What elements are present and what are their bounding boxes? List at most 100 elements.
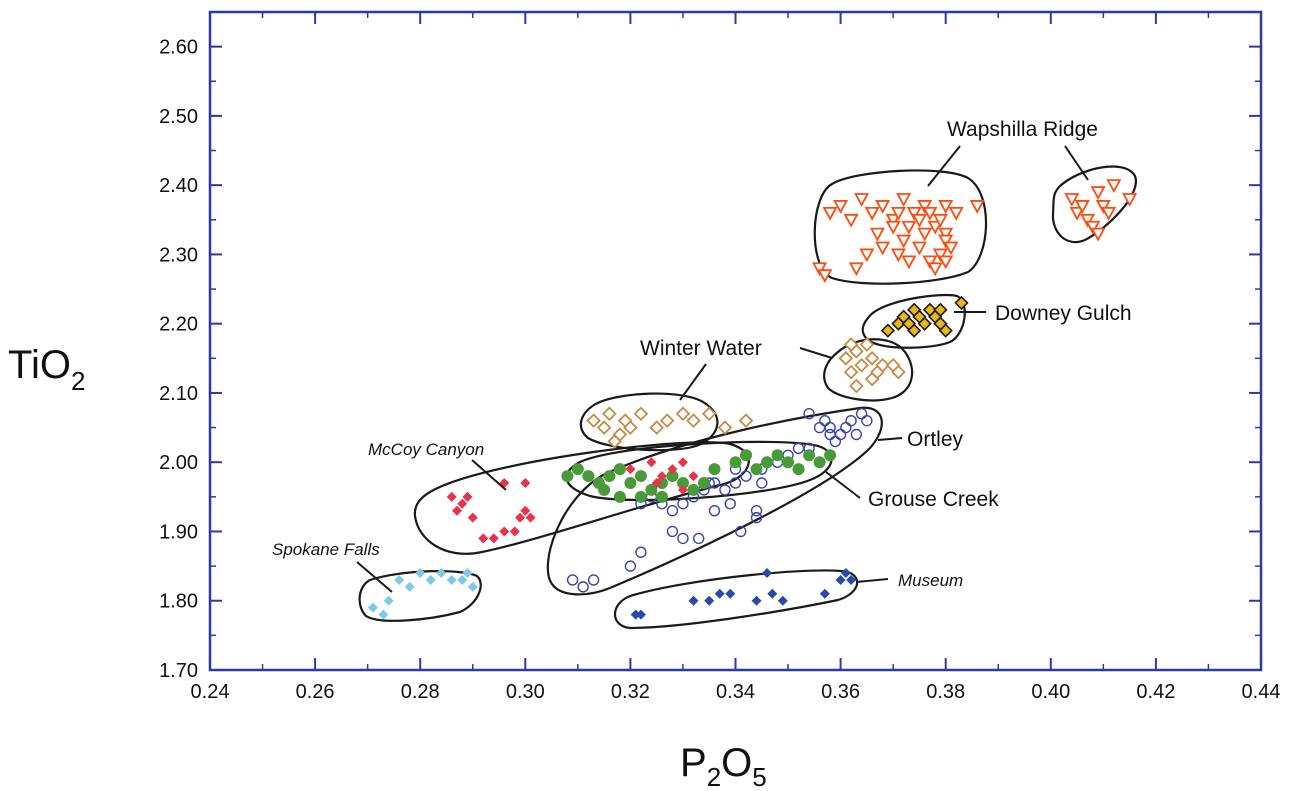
- data-points: [367, 179, 1138, 620]
- mccoy-canyon-point: [451, 505, 462, 516]
- leader-winter-water-upper: [799, 347, 833, 359]
- grouse-creek-point: [613, 463, 626, 476]
- grouse-creek-point: [729, 456, 742, 469]
- spokane-falls-point: [404, 581, 415, 592]
- wapshilla-ridge-point: [927, 262, 943, 277]
- mccoy-canyon-point: [520, 477, 531, 488]
- grouse-creek-point: [603, 470, 616, 483]
- spokane-falls-point: [383, 595, 394, 606]
- label-leader-lines: [356, 145, 1089, 593]
- y-tick-label: 2.60: [159, 37, 198, 59]
- wapshilla-ridge-point: [854, 193, 870, 207]
- label-downey-gulch: Downey Gulch: [995, 302, 1132, 325]
- spokane-falls-point: [436, 568, 447, 579]
- wapshilla-ridge-point: [1064, 193, 1080, 207]
- museum-point: [725, 588, 736, 599]
- spokane-falls-point: [378, 609, 389, 620]
- ortley-point: [834, 428, 847, 441]
- grouse-creek-point: [824, 449, 837, 462]
- y-tick-label: 2.40: [159, 175, 198, 197]
- winter-water-point: [701, 406, 717, 421]
- winter-water-point: [738, 413, 754, 428]
- winter-water-point: [875, 357, 890, 373]
- outline-winter-water-upper: [823, 338, 914, 402]
- wapshilla-ridge-point: [917, 227, 933, 242]
- y-tick-label: 2.30: [159, 244, 198, 266]
- ortley-point: [840, 421, 852, 434]
- ortley-point: [819, 414, 831, 427]
- ortley-point: [566, 574, 579, 586]
- ortley-point: [587, 574, 600, 586]
- museum-point: [688, 595, 699, 606]
- winter-water-point: [607, 434, 622, 449]
- y-axis-ticks: 1.70 1.80 1.90 2.00 2.10 2.20 2.30 2.40 2.50 2.60: [159, 37, 1261, 682]
- downey-gulch-point: [917, 316, 932, 331]
- museum-point: [630, 609, 641, 620]
- wapshilla-ridge-point: [1080, 213, 1096, 228]
- x-tick-label: 0.36: [821, 681, 860, 703]
- mccoy-canyon-point: [656, 471, 667, 482]
- y-axis-title: TiO2: [8, 343, 85, 396]
- wapshilla-ridge-point: [817, 269, 833, 284]
- downey-gulch-point: [907, 323, 922, 338]
- ortley-point: [756, 477, 768, 489]
- winter-water-point: [602, 406, 617, 421]
- wapshilla-ridge-point: [938, 255, 954, 270]
- ortley-point: [803, 408, 815, 420]
- wapshilla-ridge-point: [890, 206, 906, 221]
- mccoy-canyon-point: [525, 512, 536, 523]
- ortley-point: [729, 477, 742, 489]
- group-outlines: [358, 165, 1138, 630]
- grouse-creek-point: [655, 476, 668, 489]
- leader-winter-water-lower: [679, 363, 707, 401]
- winter-water-point: [849, 378, 864, 394]
- ortley-point: [750, 504, 763, 517]
- series-mccoy-canyon: [446, 457, 699, 544]
- mccoy-canyon-point: [509, 526, 520, 537]
- label-wapshilla-ridge: Wapshilla Ridge: [947, 118, 1098, 141]
- grouse-creek-point: [645, 483, 658, 496]
- wapshilla-ridge-point: [896, 234, 912, 249]
- grouse-creek-point: [561, 470, 574, 483]
- ortley-point: [577, 581, 589, 593]
- wapshilla-ridge-point: [885, 213, 901, 228]
- y-axis-title-sub: 2: [71, 366, 85, 396]
- downey-gulch-point: [880, 323, 896, 338]
- wapshilla-ridge-point: [1101, 206, 1117, 221]
- grouse-creek-point: [803, 449, 816, 462]
- museum-point: [704, 595, 715, 606]
- ortley-point: [624, 560, 637, 572]
- leader-museum: [855, 578, 889, 583]
- series-museum: [630, 568, 857, 620]
- y-tick-label: 1.80: [159, 591, 198, 613]
- wapshilla-ridge-point: [1106, 179, 1122, 194]
- ortley-point: [855, 408, 868, 420]
- wapshilla-ridge-point: [869, 227, 885, 242]
- wapshilla-ridge-point: [911, 213, 927, 228]
- winter-water-point: [596, 420, 612, 435]
- outline-museum: [613, 569, 859, 630]
- grouse-creek-point: [761, 456, 774, 469]
- wapshilla-ridge-point: [864, 206, 880, 221]
- ortley-point: [666, 525, 679, 538]
- x-tick-label: 0.30: [506, 681, 545, 703]
- y-tick-label: 2.50: [159, 106, 198, 128]
- winter-water-point: [659, 413, 675, 428]
- wapshilla-ridge-point: [833, 200, 849, 214]
- wapshilla-ridge-point: [901, 220, 917, 235]
- museum-point: [777, 595, 788, 606]
- ortley-point: [850, 428, 863, 441]
- label-spokane-falls: Spokane Falls: [272, 540, 380, 559]
- museum-point: [635, 609, 646, 620]
- grouse-creek-point: [782, 456, 795, 469]
- spokane-falls-point: [394, 574, 405, 585]
- x-tick-label: 0.28: [401, 681, 440, 703]
- label-ortley: Ortley: [907, 428, 964, 451]
- museum-point: [751, 595, 762, 606]
- ortley-point: [635, 546, 647, 558]
- wapshilla-ridge-point: [938, 227, 954, 242]
- wapshilla-ridge-point: [812, 262, 828, 277]
- mccoy-canyon-point: [467, 512, 478, 523]
- ortley-point: [813, 421, 826, 434]
- wapshilla-ridge-point: [848, 262, 864, 277]
